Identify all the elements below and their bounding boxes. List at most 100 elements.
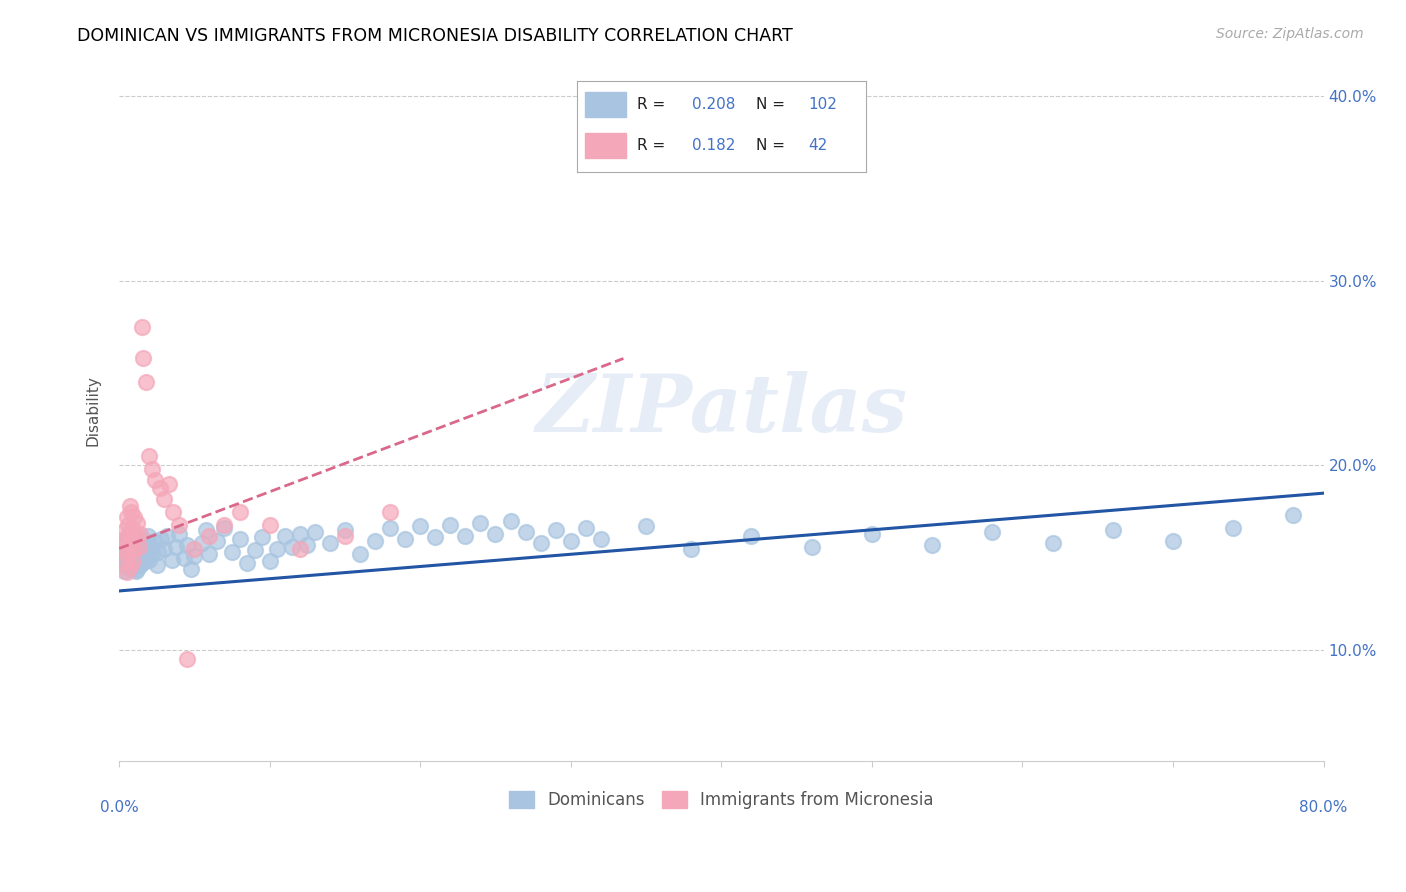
Point [138, 552, 160, 566]
Point [122, 554, 145, 568]
Point [148, 545, 170, 559]
Point [1282, 508, 1305, 523]
Point [128, 540, 150, 554]
Point [118, 560, 141, 574]
Point [195, 523, 218, 537]
Point [183, 541, 205, 556]
Point [800, 540, 823, 554]
Point [129, 526, 152, 541]
Point [515, 524, 537, 539]
Point [439, 517, 461, 532]
Point [681, 541, 703, 556]
Point [470, 516, 492, 530]
Point [112, 564, 135, 578]
Point [198, 528, 221, 542]
Point [132, 351, 155, 366]
Point [1222, 521, 1244, 535]
Point [117, 543, 139, 558]
Point [236, 556, 259, 570]
Point [131, 556, 153, 570]
Point [117, 556, 139, 570]
Point [145, 558, 167, 573]
Point [156, 528, 179, 542]
Point [117, 547, 139, 561]
Point [544, 523, 567, 537]
Point [304, 524, 326, 539]
Point [589, 533, 612, 547]
Point [243, 543, 266, 558]
Point [120, 536, 142, 550]
Point [114, 536, 136, 550]
Y-axis label: Disability: Disability [86, 375, 100, 446]
Point [214, 517, 236, 532]
Point [499, 514, 522, 528]
Point [112, 541, 135, 556]
Point [112, 533, 135, 547]
Point [560, 534, 582, 549]
Point [153, 491, 176, 506]
Point [176, 652, 198, 666]
Point [121, 523, 143, 537]
Point [394, 533, 416, 547]
Point [120, 536, 142, 550]
Point [378, 521, 401, 535]
Point [333, 523, 356, 537]
Point [120, 562, 142, 576]
Point [228, 505, 250, 519]
Point [132, 543, 155, 558]
Point [115, 510, 138, 524]
Point [122, 541, 145, 556]
Point [150, 533, 173, 547]
Point [740, 528, 762, 542]
Point [149, 481, 172, 495]
Point [214, 521, 236, 535]
Point [333, 528, 356, 542]
Point [124, 528, 146, 542]
Point [115, 536, 138, 550]
Point [112, 554, 135, 568]
Point [165, 540, 187, 554]
Point [281, 540, 304, 554]
Point [162, 505, 184, 519]
Point [259, 517, 281, 532]
Point [288, 526, 311, 541]
Point [127, 562, 149, 576]
Point [530, 536, 553, 550]
Point [153, 541, 176, 556]
Point [364, 534, 387, 549]
Point [114, 554, 136, 568]
Point [191, 536, 214, 550]
Point [142, 534, 165, 549]
Point [288, 541, 311, 556]
Point [183, 549, 205, 563]
Point [135, 541, 157, 556]
Point [250, 531, 273, 545]
Point [114, 549, 136, 563]
Point [122, 541, 145, 556]
Point [921, 538, 943, 552]
Point [120, 505, 142, 519]
Point [115, 547, 138, 561]
Point [378, 505, 401, 519]
Point [118, 528, 141, 542]
Point [228, 533, 250, 547]
Point [484, 526, 506, 541]
Point [134, 554, 156, 568]
Point [117, 517, 139, 532]
Point [115, 560, 138, 574]
Point [115, 533, 138, 547]
Point [129, 545, 152, 559]
Point [121, 534, 143, 549]
Point [127, 516, 149, 530]
Point [221, 545, 243, 559]
Point [120, 549, 142, 563]
Point [131, 320, 153, 334]
Point [139, 540, 162, 554]
Legend: Dominicans, Immigrants from Micronesia: Dominicans, Immigrants from Micronesia [502, 784, 941, 815]
Point [169, 526, 191, 541]
Point [131, 533, 153, 547]
Point [135, 376, 157, 390]
Point [205, 534, 228, 549]
Point [634, 519, 657, 533]
Point [860, 526, 883, 541]
